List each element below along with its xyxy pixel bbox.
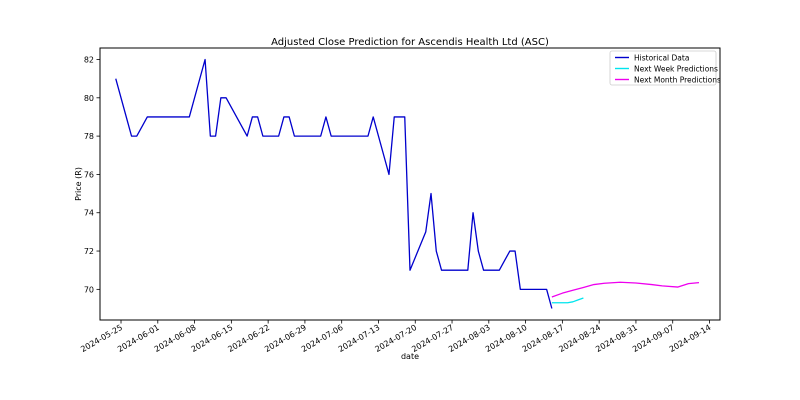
y-tick-label: 70	[84, 285, 94, 294]
legend: Historical Data Next Week Predictions Next…	[609, 50, 721, 86]
series-line-next-month-predictions	[551, 281, 700, 298]
y-tick-label: 82	[84, 55, 94, 64]
y-tick-label: 72	[84, 247, 94, 256]
legend-label: Next Month Predictions	[634, 76, 721, 85]
legend-label: Next Week Predictions	[634, 65, 718, 74]
y-tick-label: 76	[84, 170, 94, 179]
series-line-next-week-predictions	[551, 297, 584, 304]
legend-frame	[609, 50, 717, 86]
y-tick-label: 80	[84, 94, 94, 103]
legend-items: Historical Data Next Week Predictions Next…	[615, 54, 721, 85]
series-lines	[115, 58, 700, 309]
x-axis-label: date	[401, 352, 419, 361]
y-axis-label: Price (R)	[74, 167, 83, 201]
y-tick-label: 78	[84, 132, 94, 141]
y-axis: 70 72 74 76 78 80 82	[84, 55, 100, 294]
y-tick-label: 74	[84, 209, 94, 218]
legend-label: Historical Data	[634, 54, 689, 63]
series-line-historical-data	[115, 58, 553, 309]
chart-title: Adjusted Close Prediction for Ascendis H…	[271, 37, 549, 48]
axes-frame	[99, 47, 721, 321]
